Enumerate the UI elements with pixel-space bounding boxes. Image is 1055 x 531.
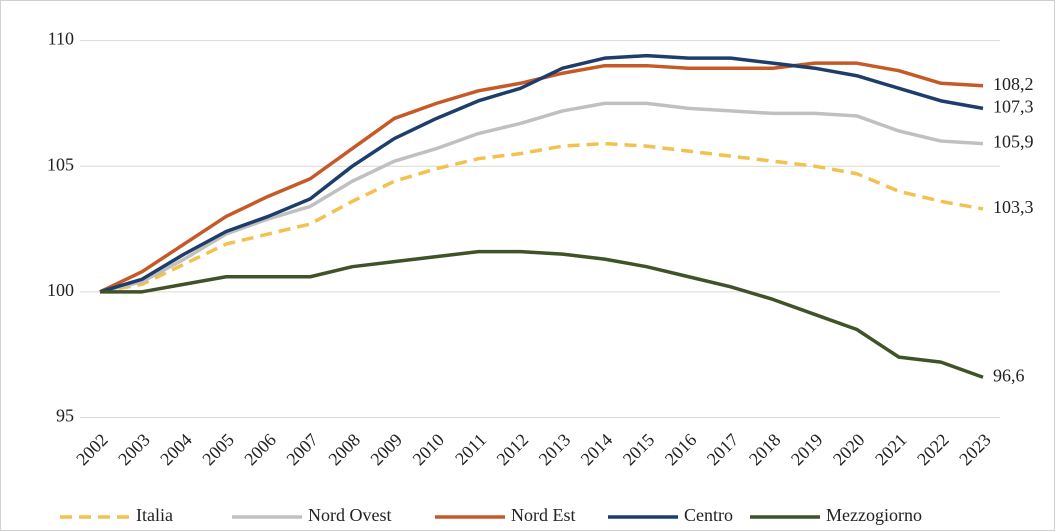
legend-item: Italia (60, 505, 173, 525)
y-tick-label: 110 (48, 29, 74, 49)
data-label: 105,9 (993, 132, 1034, 152)
data-label: 96,6 (993, 365, 1025, 385)
y-tick-label: 95 (56, 406, 74, 426)
legend-label: Nord Ovest (308, 505, 392, 525)
y-tick-label: 105 (47, 154, 74, 174)
data-label: 107,3 (993, 97, 1034, 117)
legend-item: Nord Est (435, 505, 576, 525)
legend-item: Mezzogiorno (750, 505, 922, 525)
legend-label: Italia (136, 505, 173, 525)
data-label: 103,3 (993, 197, 1034, 217)
y-tick-label: 100 (47, 280, 74, 300)
legend-label: Nord Est (511, 505, 576, 525)
legend-item: Centro (608, 505, 733, 525)
series-line (99, 53, 984, 294)
series-line (100, 249, 984, 379)
legend-item: Nord Ovest (232, 505, 392, 525)
data-label: 108,2 (993, 74, 1034, 94)
legend-label: Mezzogiorno (826, 505, 922, 525)
series-line (99, 141, 984, 294)
series-line (99, 101, 984, 294)
legend-label: Centro (684, 505, 733, 525)
